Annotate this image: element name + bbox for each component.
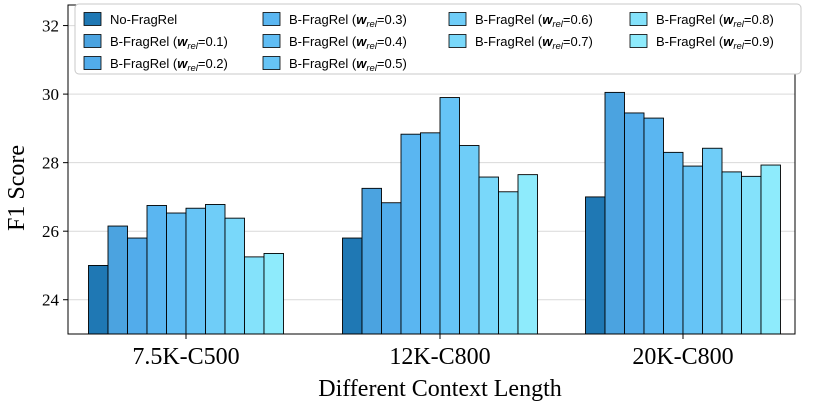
x-tick-label: 12K-C800 [389,344,490,370]
bar [400,133,421,335]
bar [604,91,625,335]
bar [205,204,226,335]
bar [459,145,480,335]
legend-label: B-FragRel (wrel=0.6) [475,12,593,30]
bar [702,147,723,335]
bar [166,212,187,335]
x-ticks: 7.5K-C500 12K-C800 20K-C800 [132,334,734,370]
y-tick-label: 24 [42,291,60,310]
y-tick-label: 32 [42,17,59,36]
x-tick-label: 7.5K-C500 [132,344,239,370]
legend-label: B-FragRel (wrel=0.4) [289,34,407,52]
bar [663,151,684,335]
legend-swatch [448,12,467,26]
y-axis-title: F1 Score [4,145,30,231]
bar [361,187,382,335]
bar [760,164,781,335]
bar [342,237,363,335]
legend-swatch [448,34,467,48]
legend-label: B-FragRel (wrel=0.8) [656,12,774,30]
bar [185,207,206,335]
bar [439,97,460,335]
legend-swatch [262,56,281,70]
y-ticks: 24 26 28 30 32 [42,17,68,310]
x-tick-label: 20K-C800 [632,344,733,370]
bar [498,191,519,335]
bar [478,176,499,335]
bar [741,175,762,335]
y-tick-label: 26 [42,222,59,241]
legend-swatch [629,12,648,26]
y-tick-label: 28 [42,154,59,173]
bar [721,171,742,335]
bar [88,265,109,335]
legend-swatch [262,34,281,48]
legend-label: B-FragRel (wrel=0.9) [656,34,774,52]
bar [244,256,265,335]
y-tick-label: 30 [42,85,59,104]
bar [107,225,128,335]
legend-swatch [83,34,102,48]
legend-swatch [629,34,648,48]
bar [127,237,148,335]
legend-box [74,3,802,75]
legend-swatch [83,12,102,26]
bar [381,202,402,335]
bar [263,253,284,335]
legend-label: B-FragRel (wrel=0.3) [289,12,407,30]
legend-swatch [83,56,102,70]
bar [146,205,167,335]
bar [585,196,606,335]
bar [420,132,441,335]
bar [517,174,538,335]
legend-label: B-FragRel (wrel=0.5) [289,56,407,74]
legend-label: B-FragRel (wrel=0.1) [110,34,228,52]
legend: No-FragRel B-FragRel (wrel=0.1) B-FragRel … [74,3,802,75]
bar [643,117,664,335]
bar [682,165,703,335]
bars [88,91,781,335]
legend-label: B-FragRel (wrel=0.7) [475,34,593,52]
legend-label: B-FragRel (wrel=0.2) [110,56,228,74]
legend-swatch [262,12,281,26]
x-axis-title: Different Context Length [318,376,562,402]
legend-label: No-FragRel [110,12,177,27]
bar [224,217,245,335]
bar [624,112,645,335]
